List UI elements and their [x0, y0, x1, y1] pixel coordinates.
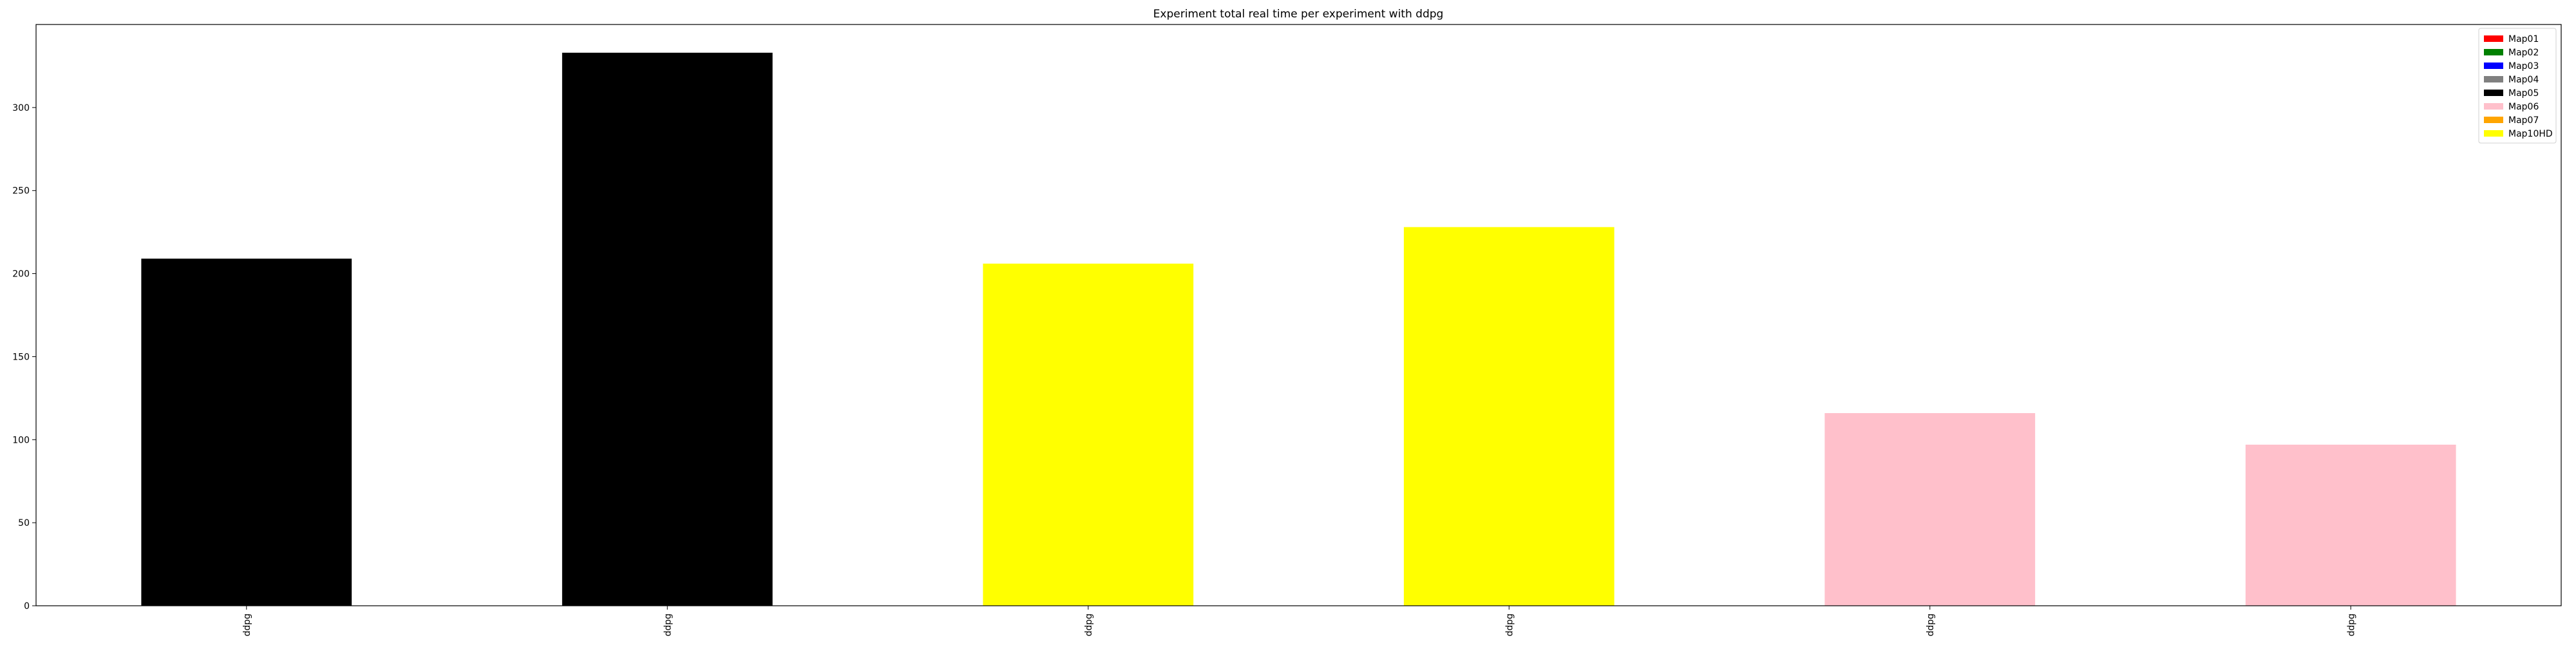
y-tick-label: 100 [12, 435, 30, 445]
y-tick-label: 250 [12, 186, 30, 197]
x-tick-label: ddpg [1504, 613, 1515, 637]
y-tick-label: 200 [12, 269, 30, 280]
legend-label: Map06 [2508, 102, 2539, 112]
bar-4 [1403, 227, 1615, 606]
x-tick-label: ddpg [242, 613, 252, 637]
y-axis: 0 50 100 150 200 250 300 [12, 103, 36, 612]
legend-label: Map07 [2508, 115, 2539, 126]
bar-5 [1824, 413, 2036, 606]
y-tick-label: 0 [24, 601, 30, 612]
legend-label: Map02 [2508, 48, 2539, 58]
legend-label: Map03 [2508, 61, 2539, 72]
legend-label: Map05 [2508, 88, 2539, 99]
legend-swatch [2484, 117, 2503, 123]
legend-swatch [2484, 49, 2503, 55]
x-axis: ddpg ddpg ddpg ddpg ddpg ddpg [242, 606, 2356, 637]
legend-swatch [2484, 35, 2503, 42]
y-tick-label: 150 [12, 352, 30, 362]
bar-1 [141, 258, 352, 606]
bar-3 [983, 264, 1194, 606]
x-tick-label: ddpg [1926, 613, 1936, 637]
legend-swatch [2484, 63, 2503, 69]
legend-box [2478, 28, 2557, 144]
legend-swatch [2484, 90, 2503, 96]
legend-label: Map10HD [2508, 129, 2553, 139]
bars-layer [141, 52, 2456, 606]
chart-title: Experiment total real time per experimen… [1153, 8, 1444, 21]
x-tick-label: ddpg [1084, 613, 1094, 637]
legend: Map01 Map02 Map03 Map04 Map05 Map06 Map07 Map10… [2478, 28, 2557, 144]
legend-swatch [2484, 130, 2503, 137]
x-tick-label: ddpg [663, 613, 673, 637]
plot-frame [35, 24, 2562, 606]
bar-6 [2245, 445, 2456, 606]
y-tick-label: 50 [18, 518, 30, 528]
legend-label: Map04 [2508, 75, 2539, 85]
legend-swatch [2484, 76, 2503, 82]
legend-label: Map01 [2508, 34, 2539, 44]
legend-swatch [2484, 103, 2503, 110]
x-tick-label: ddpg [2346, 613, 2356, 637]
y-tick-label: 300 [12, 103, 30, 113]
bar-2 [562, 52, 773, 606]
